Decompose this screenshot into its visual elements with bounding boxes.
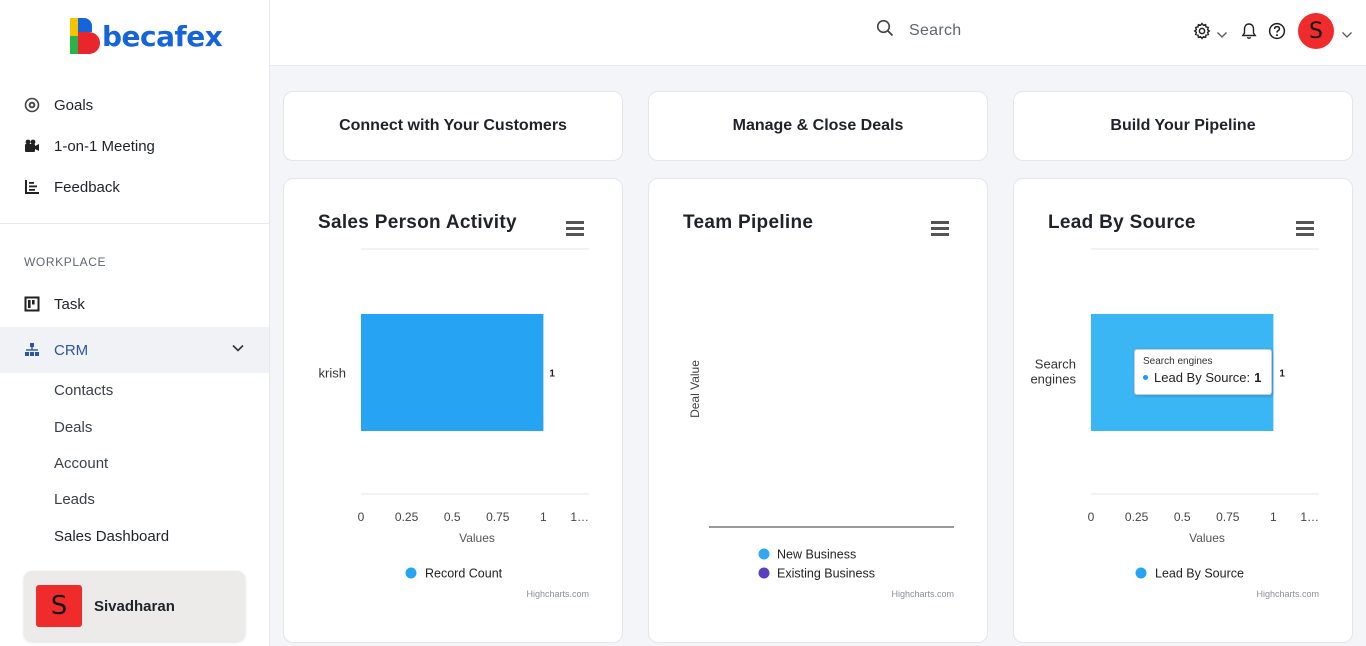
user-profile-card[interactable]: S Sivadharan <box>24 571 245 641</box>
x-tick-label: 1 <box>1270 510 1277 524</box>
x-tick-label: 1… <box>570 510 589 524</box>
help-icon[interactable] <box>1268 22 1286 45</box>
chevron-down-icon[interactable] <box>231 341 245 359</box>
series-dot-icon <box>1143 375 1148 380</box>
category-label: Search <box>1035 357 1076 372</box>
tooltip-header: Search engines <box>1143 356 1213 367</box>
sidebar-item-1-on-1-meeting[interactable]: 1-on-1 Meeting <box>0 126 269 166</box>
brand-name: becafex <box>102 19 223 53</box>
sidebar-item-label: 1-on-1 Meeting <box>54 137 155 155</box>
chart-menu-icon[interactable] <box>1296 221 1314 239</box>
tile-connect-customers[interactable]: Connect with Your Customers <box>283 91 623 161</box>
x-tick-label: 0.5 <box>1174 510 1191 524</box>
video-camera-icon <box>24 138 40 154</box>
x-tick-label: 0 <box>358 510 365 524</box>
data-label: 1 <box>549 369 555 380</box>
x-tick-label: 0.75 <box>486 510 510 524</box>
x-tick-label: 1 <box>540 510 547 524</box>
search-input[interactable]: Search <box>909 21 962 39</box>
sidebar-item-sales-dashboard[interactable]: Sales Dashboard <box>54 528 170 545</box>
tile-build-pipeline[interactable]: Build Your Pipeline <box>1013 91 1353 161</box>
sidebar-item-task[interactable]: Task <box>0 284 269 324</box>
category-label: engines <box>1030 372 1076 387</box>
chart-menu-icon[interactable] <box>566 221 584 239</box>
brand-logo[interactable]: becafex <box>70 18 223 54</box>
sidebar-item-goals[interactable]: Goals <box>0 85 269 125</box>
sidebar-item-account[interactable]: Account <box>54 455 109 472</box>
chart-card-team-pipeline: Team Pipeline Deal Value New Business Exis… <box>648 178 988 643</box>
legend-marker <box>758 567 770 579</box>
user-name: Sivadharan <box>94 597 175 615</box>
sidebar-item-crm[interactable]: CRM <box>0 327 269 373</box>
search-bar[interactable]: Search <box>876 19 962 42</box>
chart-credits[interactable]: Highcharts.com <box>1256 589 1319 599</box>
chart-credits[interactable]: Highcharts.com <box>526 589 589 599</box>
chevron-down-icon[interactable] <box>1341 27 1353 45</box>
chart-tooltip: Search engines Lead By Source: 1 <box>1134 349 1272 395</box>
org-chart-icon <box>24 342 40 358</box>
tile-manage-close-deals[interactable]: Manage & Close Deals <box>648 91 988 161</box>
chevron-down-icon[interactable] <box>1216 27 1228 45</box>
legend-marker <box>405 567 417 579</box>
chart-credits[interactable]: Highcharts.com <box>891 589 954 599</box>
legend-label: Existing Business <box>777 567 875 581</box>
feedback-list-icon <box>24 179 40 195</box>
legend-label: Lead By Source <box>1155 567 1244 581</box>
avatar[interactable]: S <box>1298 13 1334 49</box>
x-tick-label: 0.75 <box>1216 510 1240 524</box>
board-icon <box>24 296 40 312</box>
category-label: krish <box>319 366 346 381</box>
data-label: 1 <box>1279 369 1285 380</box>
sidebar-item-deals[interactable]: Deals <box>54 419 93 436</box>
chart-menu-icon[interactable] <box>931 221 949 239</box>
bell-icon[interactable] <box>1241 22 1257 45</box>
sidebar-item-label: Goals <box>54 96 94 114</box>
tooltip-row: Lead By Source: 1 <box>1143 370 1263 385</box>
sidebar-divider <box>0 223 269 224</box>
sidebar-item-contacts[interactable]: Contacts <box>54 382 114 399</box>
chart-team-pipeline: Deal Value New Business Existing Business <box>688 360 954 581</box>
tooltip-value: 1 <box>1254 370 1262 385</box>
chart-sales-person-activity: 1 krish 0 0.25 0.5 0.75 1 1… Values Record Count <box>319 248 589 581</box>
sidebar-item-feedback[interactable]: Feedback <box>0 167 269 207</box>
y-axis-title: Deal Value <box>688 360 702 418</box>
avatar: S <box>36 585 82 627</box>
x-tick-label: 1… <box>1300 510 1319 524</box>
legend-marker <box>758 548 770 560</box>
legend-label: New Business <box>777 548 856 562</box>
sidebar: becafex Goals 1-on-1 Meeting Feedback WO… <box>0 0 270 646</box>
search-icon <box>876 19 894 42</box>
legend-marker <box>1135 567 1147 579</box>
target-icon <box>24 97 40 113</box>
chart-title: Team Pipeline <box>683 212 814 233</box>
chart-card-sales-person-activity: Sales Person Activity 1 krish 0 0.25 0.5 0.75… <box>283 178 623 643</box>
section-label-workplace: WORKPLACE <box>24 255 107 269</box>
sidebar-item-label: Feedback <box>54 178 120 196</box>
settings-icon[interactable] <box>1193 22 1211 45</box>
chart-card-lead-by-source: Lead By Source 1 Search engines 0 0.25 0.5 0.7… <box>1013 178 1353 643</box>
x-tick-label: 0.25 <box>1125 510 1149 524</box>
sidebar-item-leads[interactable]: Leads <box>54 491 95 508</box>
logo-mark-icon <box>70 18 100 54</box>
sidebar-item-label: Task <box>54 295 85 313</box>
bar <box>361 314 544 431</box>
tooltip-series: Lead By Source: <box>1154 370 1251 385</box>
legend-label: Record Count <box>425 567 503 581</box>
x-tick-label: 0 <box>1088 510 1095 524</box>
chart-title: Sales Person Activity <box>318 212 517 233</box>
sidebar-item-label: CRM <box>54 341 89 359</box>
x-axis-title: Values <box>459 531 495 545</box>
x-axis-title: Values <box>1189 531 1225 545</box>
x-tick-label: 0.5 <box>444 510 461 524</box>
x-tick-label: 0.25 <box>395 510 419 524</box>
chart-title: Lead By Source <box>1048 212 1196 233</box>
top-header: Search S <box>270 0 1366 66</box>
